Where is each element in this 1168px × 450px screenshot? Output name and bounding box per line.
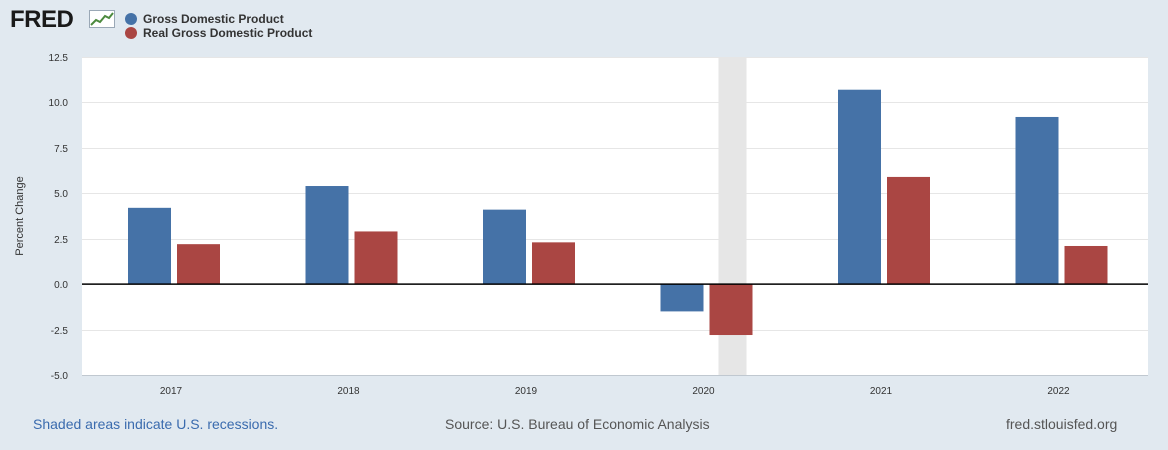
y-tick-label: 0.0 — [54, 280, 68, 291]
x-tick-label: 2022 — [1047, 386, 1070, 397]
x-axis-ticks: 2017 2018 2019 2020 2021 2022 — [160, 386, 1070, 397]
fred-logo[interactable]: FRED — [10, 6, 74, 33]
x-tick-label: 2021 — [870, 386, 893, 397]
bar-gdp-2021[interactable] — [838, 89, 881, 285]
y-tick-label: -2.5 — [51, 326, 69, 337]
x-tick-label: 2017 — [160, 386, 183, 397]
bar-chart: 12.510.07.55.02.50.0-2.5-5.0 2017 2018 201… — [14, 53, 1148, 397]
legend-marker-real-gdp — [125, 27, 137, 39]
bar-gdp-2017[interactable] — [128, 207, 171, 285]
bar-gdp-2022[interactable] — [1015, 116, 1059, 285]
bar-real-gdp-2020[interactable] — [709, 284, 753, 336]
bar-real-gdp-2018[interactable] — [354, 231, 398, 285]
y-axis-label: Percent Change — [14, 176, 26, 256]
bars — [128, 89, 1108, 336]
line-chart-icon — [89, 10, 115, 28]
y-tick-label: 5.0 — [54, 189, 68, 200]
plot-area — [82, 57, 1148, 375]
legend-marker-gdp — [125, 13, 137, 25]
bar-gdp-2019[interactable] — [483, 209, 526, 285]
legend-item-gdp[interactable]: Gross Domestic Product — [125, 12, 284, 26]
y-tick-label: 12.5 — [49, 53, 69, 64]
legend-label-real-gdp: Real Gross Domestic Product — [143, 26, 313, 40]
y-axis-ticks: 12.5 10.0 7.5 5.0 2.5 0.0 -2.5 -5.0 — [49, 53, 69, 382]
bar-real-gdp-2021[interactable] — [887, 176, 930, 285]
bar-real-gdp-2017[interactable] — [177, 244, 220, 285]
y-tick-label: 7.5 — [54, 144, 68, 155]
x-tick-label: 2019 — [515, 386, 538, 397]
source-note: Source: U.S. Bureau of Economic Analysis — [445, 416, 710, 432]
chart-header: FRED Gross Domestic Product Real Gross D… — [0, 0, 1168, 50]
site-link[interactable]: fred.stlouisfed.org — [1006, 416, 1118, 432]
x-tick-label: 2018 — [337, 386, 360, 397]
legend-item-real-gdp[interactable]: Real Gross Domestic Product — [125, 26, 312, 40]
y-tick-label: -5.0 — [51, 371, 69, 382]
x-tick-label: 2020 — [692, 386, 715, 397]
bar-gdp-2018[interactable] — [305, 186, 349, 285]
legend-label-gdp: Gross Domestic Product — [143, 12, 284, 26]
bar-real-gdp-2019[interactable] — [532, 242, 575, 285]
bar-gdp-2020[interactable] — [660, 284, 704, 312]
bar-real-gdp-2022[interactable] — [1064, 245, 1108, 285]
recession-note: Shaded areas indicate U.S. recessions. — [33, 416, 279, 432]
y-tick-label: 10.0 — [49, 98, 69, 109]
y-tick-label: 2.5 — [54, 235, 68, 246]
